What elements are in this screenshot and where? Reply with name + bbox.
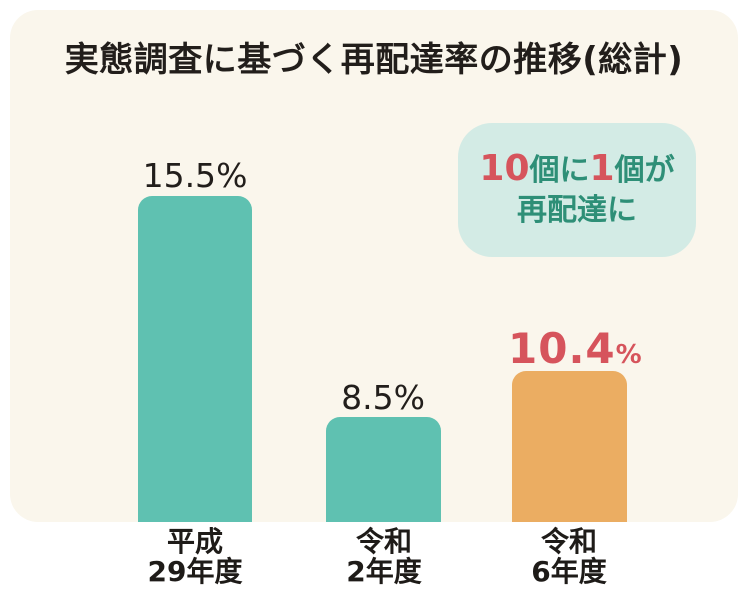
axis-label-heisei29-era: 平成 (166, 525, 223, 558)
bar-heisei29 (138, 196, 252, 522)
axis-label-heisei29: 平成 29年度 (120, 527, 270, 587)
bar-value-label-reiwa2: 8.5% (326, 380, 440, 416)
axis-label-heisei29-year: 29年度 (147, 555, 243, 588)
annotation-line1: 10個に1個が (479, 149, 674, 191)
bar-value-heisei29: 15.5 (142, 156, 217, 195)
chart-card: 実態調査に基づく再配達率の推移(総計) 10個に1個が 再配達に 15.5% 8… (10, 10, 738, 522)
axis-label-reiwa6-year: 6年度 (531, 555, 607, 588)
chart-title: 実態調査に基づく再配達率の推移(総計) (64, 40, 684, 80)
bar-unit-reiwa6: % (615, 340, 642, 370)
bar-value-reiwa6: 10.4 (508, 324, 616, 373)
annotation-text-1: 個に (529, 153, 590, 188)
annotation-badge: 10個に1個が 再配達に (458, 123, 696, 257)
bar-unit-reiwa2: % (393, 378, 425, 417)
bar-value-reiwa2: 8.5 (341, 378, 394, 417)
axis-label-reiwa2: 令和 2年度 (309, 527, 459, 587)
bar-reiwa2 (326, 417, 441, 522)
annotation-line2: 再配達に (517, 193, 637, 228)
axis-label-reiwa6-era: 令和 (540, 525, 597, 558)
axis-label-reiwa6: 令和 6年度 (494, 527, 644, 587)
annotation-text-2: 個が (614, 153, 675, 188)
bar-value-label-heisei29: 15.5% (138, 158, 252, 194)
bar-unit-heisei29: % (216, 156, 248, 195)
bar-value-label-reiwa6: 10.4% (508, 324, 642, 378)
bar-reiwa6 (512, 371, 627, 522)
axis-label-reiwa2-year: 2年度 (346, 555, 422, 588)
annotation-number-1: 1 (589, 148, 615, 189)
annotation-number-10: 10 (479, 148, 530, 189)
axis-label-reiwa2-era: 令和 (355, 525, 412, 558)
